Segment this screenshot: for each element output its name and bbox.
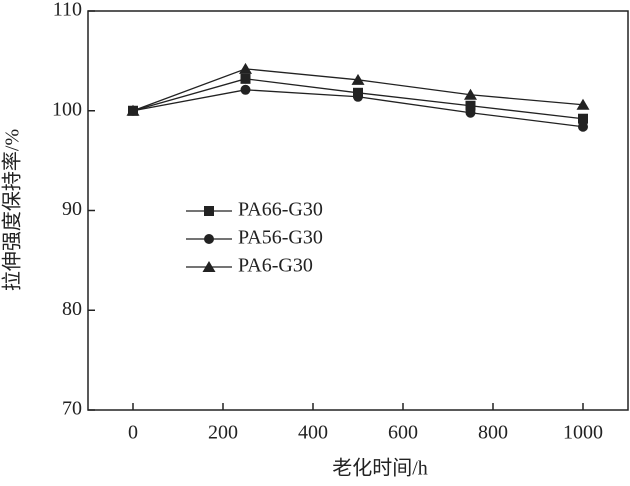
x-tick-label: 800 xyxy=(478,422,508,444)
legend-label: PA6-G30 xyxy=(238,255,313,277)
y-tick-label: 110 xyxy=(53,0,82,21)
legend-label: PA66-G30 xyxy=(238,199,323,221)
x-tick-label: 400 xyxy=(298,422,328,444)
marker xyxy=(578,113,588,124)
x-tick-label: 200 xyxy=(208,422,238,444)
marker xyxy=(464,88,477,100)
y-tick-label: 80 xyxy=(62,298,82,320)
legend-marker xyxy=(204,234,214,244)
plot-frame xyxy=(87,10,629,411)
marker xyxy=(126,104,140,116)
legend-marker xyxy=(202,261,216,272)
marker xyxy=(353,91,363,102)
y-tick-label: 100 xyxy=(52,98,82,120)
marker xyxy=(578,121,588,132)
legend-label: PA56-G30 xyxy=(238,227,323,249)
y-tick-label: 70 xyxy=(62,398,82,420)
y-tick-label: 90 xyxy=(62,198,82,220)
x-axis-label: 老化时间/h xyxy=(332,457,428,480)
marker xyxy=(240,84,251,95)
marker xyxy=(351,73,365,85)
x-tick-label: 1000 xyxy=(563,422,603,444)
y-axis-label: 拉伸强度保持率/% xyxy=(1,129,24,291)
x-tick-label: 600 xyxy=(388,422,418,444)
marker xyxy=(576,98,590,110)
marker xyxy=(465,107,476,118)
marker xyxy=(239,62,252,74)
marker xyxy=(240,73,251,84)
legend-marker xyxy=(204,206,214,216)
marker xyxy=(465,100,476,111)
x-tick-label: 0 xyxy=(128,422,138,444)
